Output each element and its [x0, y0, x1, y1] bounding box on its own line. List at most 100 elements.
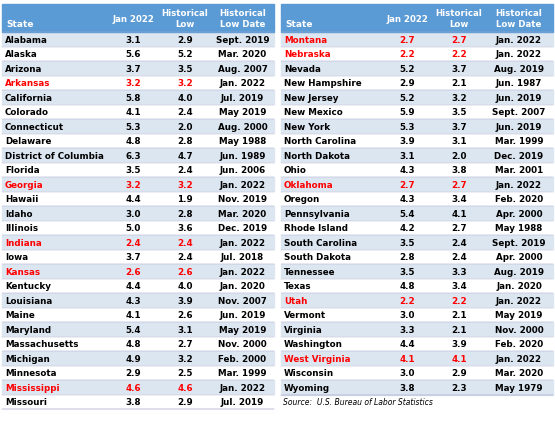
Text: 4.8: 4.8 [399, 282, 415, 291]
Text: 3.0: 3.0 [399, 311, 415, 320]
Text: 2.3: 2.3 [451, 383, 467, 392]
Text: Nov. 2000: Nov. 2000 [218, 340, 267, 348]
Text: Jan. 2020: Jan. 2020 [496, 282, 542, 291]
Text: 2.1: 2.1 [451, 325, 467, 334]
Text: May 2019: May 2019 [219, 325, 266, 334]
Text: Alaska: Alaska [5, 50, 38, 59]
Bar [2, 91, 274, 105]
Text: 2.2: 2.2 [399, 296, 415, 305]
Text: 1.9: 1.9 [177, 195, 193, 204]
Text: 3.2: 3.2 [125, 79, 141, 88]
Text: 3.5: 3.5 [177, 65, 193, 74]
Text: Jan. 2022: Jan. 2022 [219, 267, 265, 276]
Bar [281, 250, 553, 265]
Bar [281, 149, 553, 163]
Text: 3.2: 3.2 [177, 180, 193, 189]
Text: Jan. 2022: Jan. 2022 [496, 180, 542, 189]
Text: Washington: Washington [284, 340, 343, 348]
Text: 4.3: 4.3 [125, 296, 141, 305]
Text: Mar. 2001: Mar. 2001 [495, 166, 543, 175]
Text: 4.4: 4.4 [399, 340, 415, 348]
Text: 4.8: 4.8 [125, 340, 141, 348]
Text: 3.7: 3.7 [125, 253, 141, 262]
Text: 4.9: 4.9 [125, 354, 141, 363]
Text: 2.4: 2.4 [451, 238, 467, 247]
Bar [2, 149, 274, 163]
Text: Jan 2022: Jan 2022 [112, 14, 154, 23]
Bar [2, 322, 274, 337]
Text: 3.1: 3.1 [451, 137, 467, 146]
Text: 3.4: 3.4 [451, 195, 467, 204]
Text: 2.0: 2.0 [177, 122, 193, 132]
Text: Missouri: Missouri [5, 397, 47, 406]
Text: Jan 2022: Jan 2022 [386, 14, 428, 23]
Text: Jan. 2022: Jan. 2022 [496, 296, 542, 305]
Text: 2.9: 2.9 [125, 368, 141, 377]
Bar [2, 134, 274, 149]
Text: 2.9: 2.9 [177, 36, 193, 45]
Text: 3.0: 3.0 [125, 209, 141, 218]
Text: Colorado: Colorado [5, 108, 49, 117]
Bar [2, 380, 274, 394]
Bar [2, 33, 274, 47]
Bar [2, 178, 274, 192]
Text: Louisiana: Louisiana [5, 296, 52, 305]
Text: New Jersey: New Jersey [284, 94, 339, 103]
Text: Kansas: Kansas [5, 267, 40, 276]
Text: 3.7: 3.7 [451, 122, 467, 132]
Text: 3.1: 3.1 [125, 36, 141, 45]
Text: 2.4: 2.4 [177, 166, 193, 175]
Bar [281, 134, 553, 149]
Bar [281, 207, 553, 221]
Bar [2, 105, 274, 120]
Bar [2, 120, 274, 134]
Text: Arkansas: Arkansas [5, 79, 51, 88]
Text: Historical
Low: Historical Low [162, 9, 208, 29]
Text: Historical
Low: Historical Low [436, 9, 482, 29]
Text: Connecticut: Connecticut [5, 122, 64, 132]
Text: 2.4: 2.4 [451, 253, 467, 262]
Text: 3.8: 3.8 [451, 166, 467, 175]
Text: Pennsylvania: Pennsylvania [284, 209, 350, 218]
Text: Jul. 2019: Jul. 2019 [221, 397, 264, 406]
Text: 3.5: 3.5 [451, 108, 467, 117]
Bar [2, 265, 274, 279]
Text: Dec. 2019: Dec. 2019 [495, 151, 543, 160]
Text: 4.1: 4.1 [399, 354, 415, 363]
Text: 4.1: 4.1 [125, 311, 141, 320]
Text: Jan. 2022: Jan. 2022 [219, 383, 265, 392]
Text: 2.7: 2.7 [177, 340, 193, 348]
Text: Jun. 1987: Jun. 1987 [496, 79, 542, 88]
Text: Aug. 2019: Aug. 2019 [494, 65, 544, 74]
Text: Nov. 2000: Nov. 2000 [495, 325, 543, 334]
Bar [281, 351, 553, 366]
Text: Iowa: Iowa [5, 253, 28, 262]
Text: 3.3: 3.3 [451, 267, 467, 276]
Bar [281, 236, 553, 250]
Text: 2.8: 2.8 [177, 209, 193, 218]
Text: Delaware: Delaware [5, 137, 52, 146]
Text: Apr. 2000: Apr. 2000 [496, 209, 542, 218]
Text: Jun. 2019: Jun. 2019 [496, 122, 542, 132]
Text: Ohio: Ohio [284, 166, 307, 175]
Text: 3.6: 3.6 [177, 224, 193, 233]
Text: Nevada: Nevada [284, 65, 321, 74]
Bar [2, 236, 274, 250]
Bar [281, 366, 553, 380]
Bar [2, 279, 274, 294]
Text: Jun. 2019: Jun. 2019 [219, 311, 266, 320]
Text: Indiana: Indiana [5, 238, 42, 247]
Text: 4.1: 4.1 [125, 108, 141, 117]
Text: Jan. 2022: Jan. 2022 [219, 180, 265, 189]
Text: 4.4: 4.4 [125, 282, 141, 291]
Text: 4.8: 4.8 [125, 137, 141, 146]
Text: South Carolina: South Carolina [284, 238, 357, 247]
Text: 3.8: 3.8 [399, 383, 415, 392]
Bar [281, 178, 553, 192]
Text: 5.3: 5.3 [399, 122, 415, 132]
Text: 5.2: 5.2 [177, 50, 193, 59]
Text: 4.6: 4.6 [177, 383, 193, 392]
Text: 3.1: 3.1 [399, 151, 415, 160]
Text: Texas: Texas [284, 282, 311, 291]
Text: Jun. 1989: Jun. 1989 [219, 151, 266, 160]
